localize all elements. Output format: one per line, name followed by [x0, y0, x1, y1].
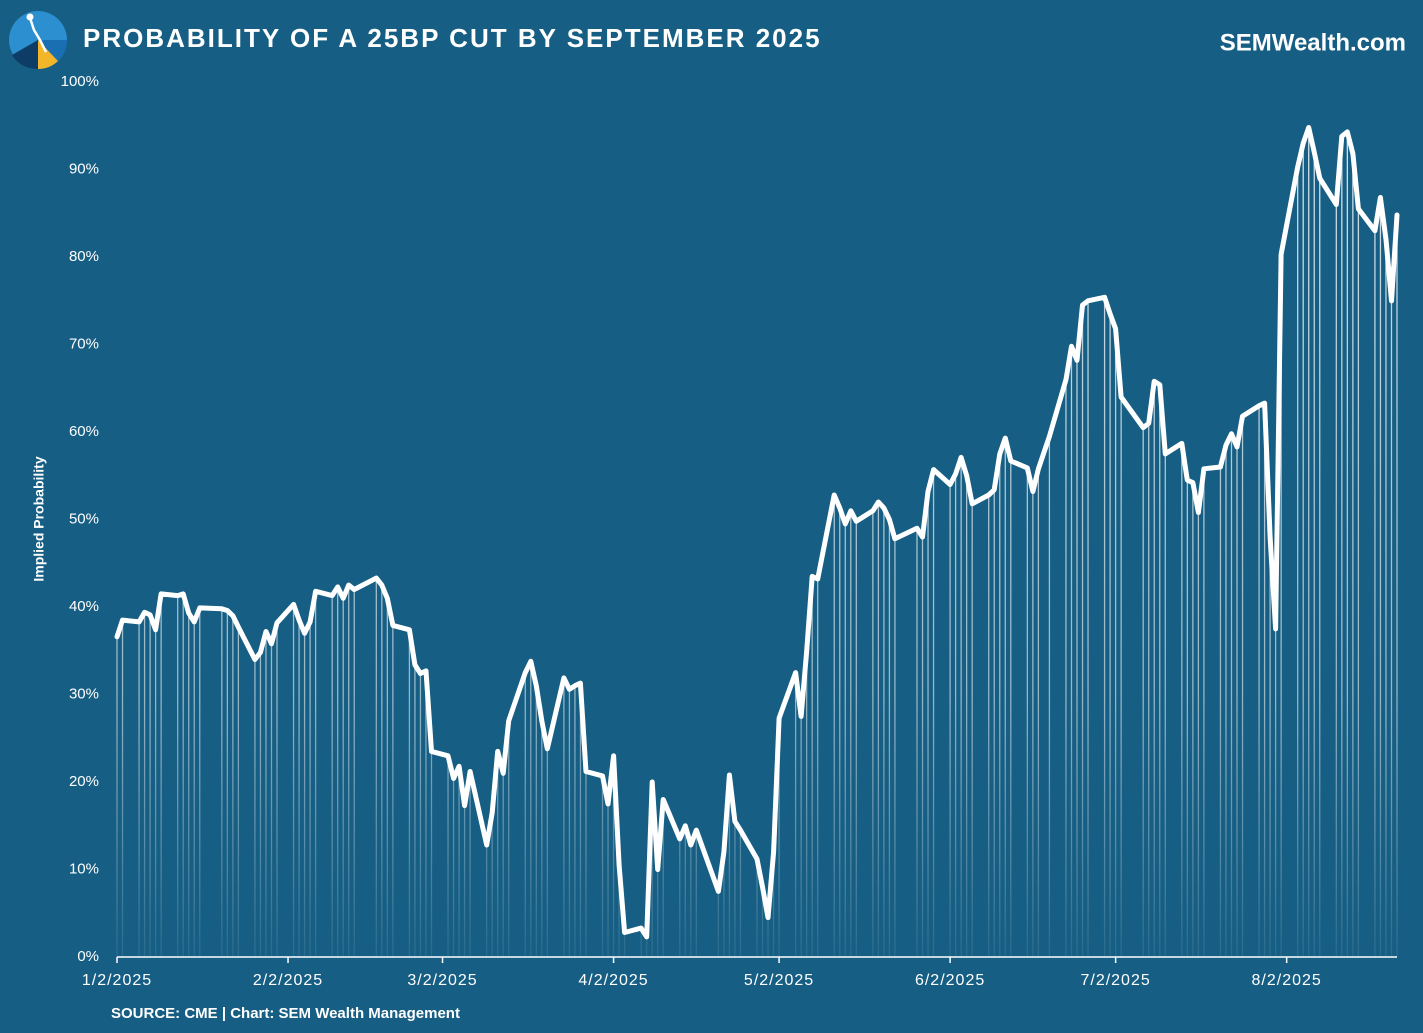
y-tick-label: 30% — [69, 685, 99, 702]
x-tick-label: 4/2/2025 — [578, 972, 648, 989]
y-tick-label: 100% — [61, 73, 99, 90]
y-tick-label: 50% — [69, 510, 99, 527]
y-tick-label: 90% — [69, 160, 99, 177]
x-tick-label: 1/2/2025 — [82, 972, 152, 989]
chart-title: PROBABILITY OF A 25BP CUT BY SEPTEMBER 2… — [83, 23, 822, 53]
y-tick-label: 20% — [69, 773, 99, 790]
line — [114, 125, 1400, 940]
y-tick-label: 10% — [69, 860, 99, 877]
x-tick-label: 3/2/2025 — [407, 972, 477, 989]
x-tick-label: 7/2/2025 — [1080, 972, 1150, 989]
x-tick-label: 2/2/2025 — [253, 972, 323, 989]
source: SOURCE: CME | Chart: SEM Wealth Manageme… — [111, 1005, 460, 1022]
y-tick-label: 60% — [69, 423, 99, 440]
y-tick-label: 70% — [69, 335, 99, 352]
brand: SEMWealth.com — [1220, 29, 1406, 56]
y-axis-label: Implied Probability — [31, 456, 47, 581]
y-tick-label: 80% — [69, 248, 99, 265]
y-tick-label: 0% — [77, 948, 99, 965]
x-tick-label: 5/2/2025 — [744, 972, 814, 989]
x-tick-label: 6/2/2025 — [915, 972, 985, 989]
y-tick-label: 40% — [69, 598, 99, 615]
logo — [9, 11, 67, 70]
x-tick-label: 8/2/2025 — [1252, 972, 1322, 989]
